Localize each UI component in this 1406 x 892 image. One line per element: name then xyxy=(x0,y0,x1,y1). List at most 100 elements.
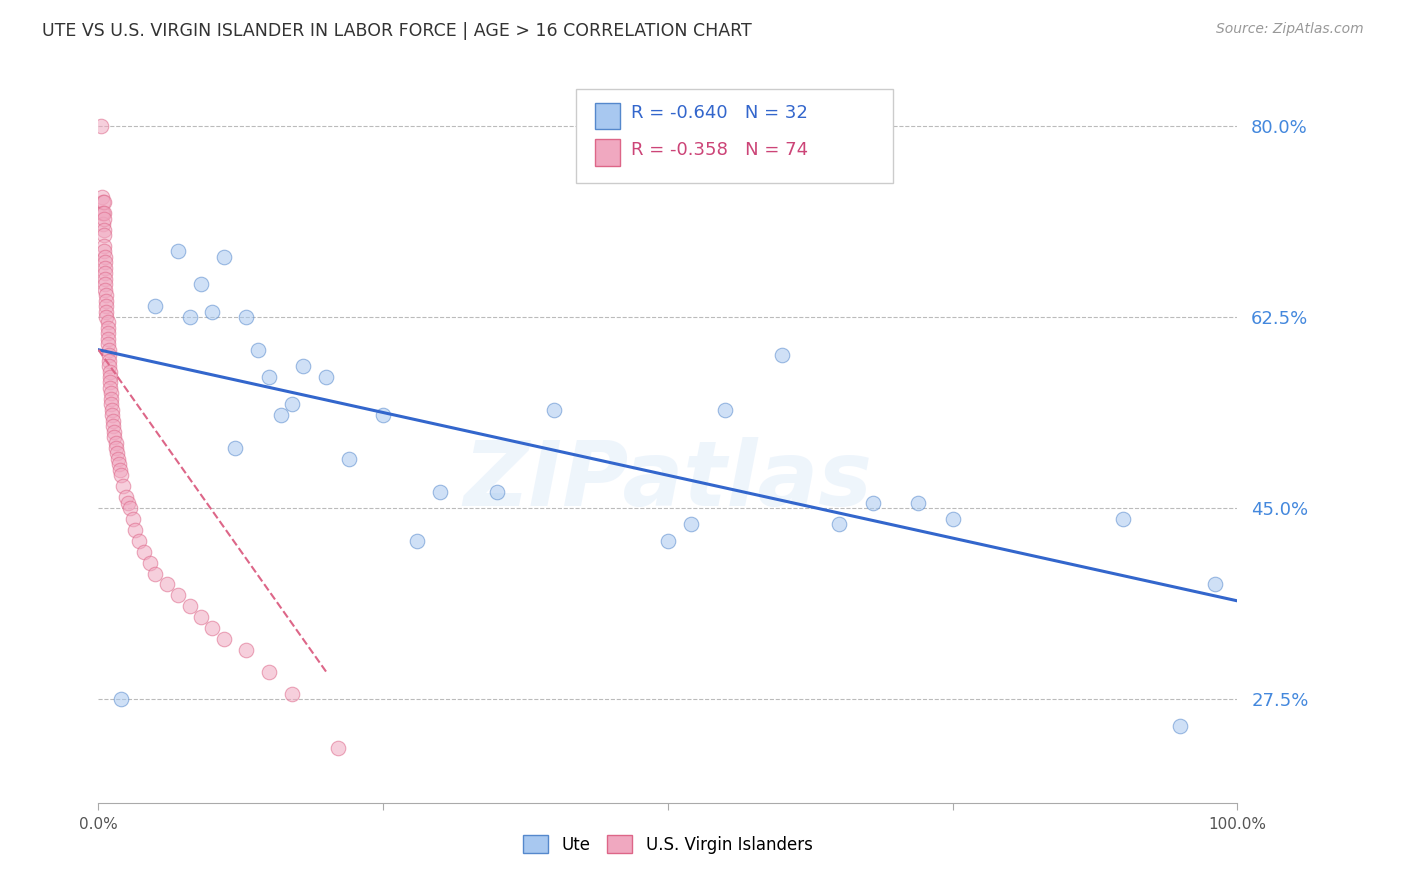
Point xyxy=(862,495,884,509)
Point xyxy=(100,386,122,401)
Point xyxy=(97,343,120,357)
Point xyxy=(110,468,132,483)
Point xyxy=(167,244,190,259)
Point xyxy=(121,512,143,526)
Point xyxy=(97,353,120,368)
Point xyxy=(104,441,127,455)
Point xyxy=(94,277,117,292)
Point xyxy=(112,479,135,493)
Text: Source: ZipAtlas.com: Source: ZipAtlas.com xyxy=(1216,22,1364,37)
Point xyxy=(98,376,121,390)
Point xyxy=(657,533,679,548)
Point xyxy=(93,195,115,210)
Point xyxy=(270,409,292,423)
Point xyxy=(212,250,235,264)
Point xyxy=(98,370,121,384)
Point xyxy=(96,299,118,313)
Point xyxy=(156,577,179,591)
Point xyxy=(96,304,118,318)
Point xyxy=(259,370,281,384)
Point xyxy=(1112,512,1135,526)
Point xyxy=(98,381,121,395)
Point xyxy=(138,556,160,570)
Point xyxy=(91,195,114,210)
Point xyxy=(235,643,257,657)
Point xyxy=(93,206,115,220)
Point xyxy=(201,304,224,318)
Point xyxy=(107,451,129,466)
Point xyxy=(179,310,201,324)
Point xyxy=(486,484,509,499)
Text: R = -0.640   N = 32: R = -0.640 N = 32 xyxy=(631,104,808,122)
Text: UTE VS U.S. VIRGIN ISLANDER IN LABOR FORCE | AGE > 16 CORRELATION CHART: UTE VS U.S. VIRGIN ISLANDER IN LABOR FOR… xyxy=(42,22,752,40)
Point xyxy=(1170,719,1192,733)
Point xyxy=(96,321,118,335)
Point xyxy=(145,566,167,581)
Point xyxy=(96,326,118,341)
Point xyxy=(94,283,117,297)
Point xyxy=(94,255,117,269)
Point xyxy=(770,348,793,362)
Point xyxy=(371,409,394,423)
Point xyxy=(326,741,349,756)
Point xyxy=(110,692,132,706)
Point xyxy=(91,206,114,220)
Point xyxy=(103,419,125,434)
Point xyxy=(94,272,117,286)
Point xyxy=(907,495,929,509)
Point xyxy=(90,119,112,133)
Point xyxy=(94,260,117,275)
Point xyxy=(93,222,115,236)
Point xyxy=(212,632,235,646)
Point xyxy=(235,310,257,324)
Point xyxy=(96,337,118,351)
Point xyxy=(105,446,128,460)
Point xyxy=(292,359,315,373)
Point xyxy=(101,409,124,423)
Point xyxy=(201,621,224,635)
Point xyxy=(97,359,120,373)
Point xyxy=(94,250,117,264)
Point xyxy=(98,365,121,379)
Point xyxy=(132,545,155,559)
Point xyxy=(90,190,112,204)
Point xyxy=(406,533,429,548)
Point xyxy=(679,517,702,532)
Point xyxy=(942,512,965,526)
Text: R = -0.358   N = 74: R = -0.358 N = 74 xyxy=(631,141,808,159)
Point xyxy=(114,490,136,504)
Point xyxy=(104,435,127,450)
Point xyxy=(124,523,146,537)
Point xyxy=(94,266,117,280)
Point xyxy=(103,414,125,428)
Point xyxy=(281,687,304,701)
Point xyxy=(190,610,212,624)
Point xyxy=(714,402,737,417)
Point xyxy=(145,299,167,313)
Point xyxy=(179,599,201,614)
Legend: Ute, U.S. Virgin Islanders: Ute, U.S. Virgin Islanders xyxy=(516,829,820,860)
Point xyxy=(828,517,851,532)
Point xyxy=(190,277,212,292)
Point xyxy=(246,343,269,357)
Point xyxy=(1204,577,1226,591)
Point xyxy=(90,206,112,220)
Point xyxy=(96,332,118,346)
Point xyxy=(337,451,360,466)
Point xyxy=(120,501,142,516)
Point xyxy=(108,458,131,472)
Point xyxy=(96,315,118,329)
Point xyxy=(167,588,190,602)
Point xyxy=(128,533,150,548)
Point xyxy=(96,310,118,324)
Point xyxy=(101,402,124,417)
Point xyxy=(100,392,122,406)
Point xyxy=(93,228,115,243)
Point xyxy=(103,430,125,444)
Point xyxy=(96,288,118,302)
Point xyxy=(429,484,451,499)
Point xyxy=(97,348,120,362)
Point xyxy=(93,244,115,259)
Point xyxy=(543,402,565,417)
Point xyxy=(117,495,139,509)
